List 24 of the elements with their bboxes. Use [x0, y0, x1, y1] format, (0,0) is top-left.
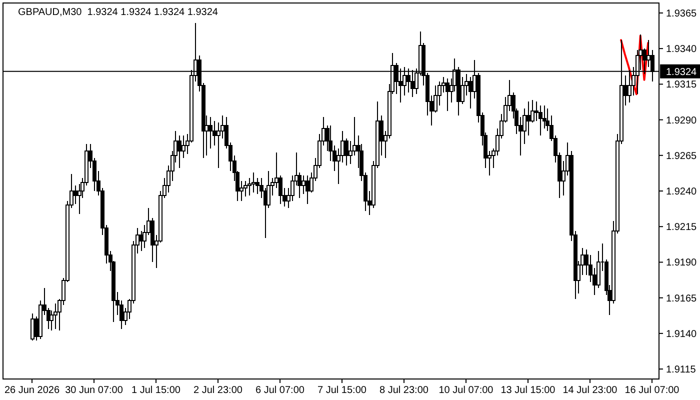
x-tick-label: 1 Jul 15:00 — [132, 385, 181, 396]
x-tick-label: 16 Jul 07:00 — [624, 385, 680, 396]
y-tick-label: 1.9190 — [666, 258, 698, 269]
x-tick-label: 14 Jul 23:00 — [562, 385, 618, 396]
x-tick-label: 6 Jul 07:00 — [256, 385, 305, 396]
y-tick-label: 1.9365 — [666, 8, 698, 20]
y-tick-label: 1.9165 — [666, 293, 698, 304]
x-tick-label: 13 Jul 15:00 — [500, 385, 556, 396]
x-tick-label: 26 Jun 2026 — [4, 385, 60, 396]
x-tick-label: 2 Jul 23:00 — [194, 385, 243, 396]
y-tick-label: 1.9140 — [666, 328, 698, 340]
ref-line-label: 1.9324 — [666, 66, 698, 78]
y-tick-label: 1.9340 — [666, 44, 698, 56]
x-tick-label: 30 Jun 07:00 — [65, 385, 124, 396]
y-tick-label: 1.9315 — [666, 80, 698, 91]
x-tick-label: 7 Jul 15:00 — [318, 385, 367, 396]
y-tick-label: 1.9265 — [666, 150, 698, 162]
y-tick-label: 1.9115 — [666, 364, 696, 376]
y-tick-label: 1.9240 — [666, 186, 698, 198]
chart-title: GBPAUD,M30 1.9324 1.9324 1.9324 1.9324 — [18, 7, 218, 18]
y-tick-label: 1.9290 — [666, 115, 698, 126]
x-tick-label: 10 Jul 07:00 — [438, 385, 494, 396]
y-tick-label: 1.9215 — [666, 222, 698, 234]
x-tick-label: 8 Jul 23:00 — [380, 385, 429, 396]
